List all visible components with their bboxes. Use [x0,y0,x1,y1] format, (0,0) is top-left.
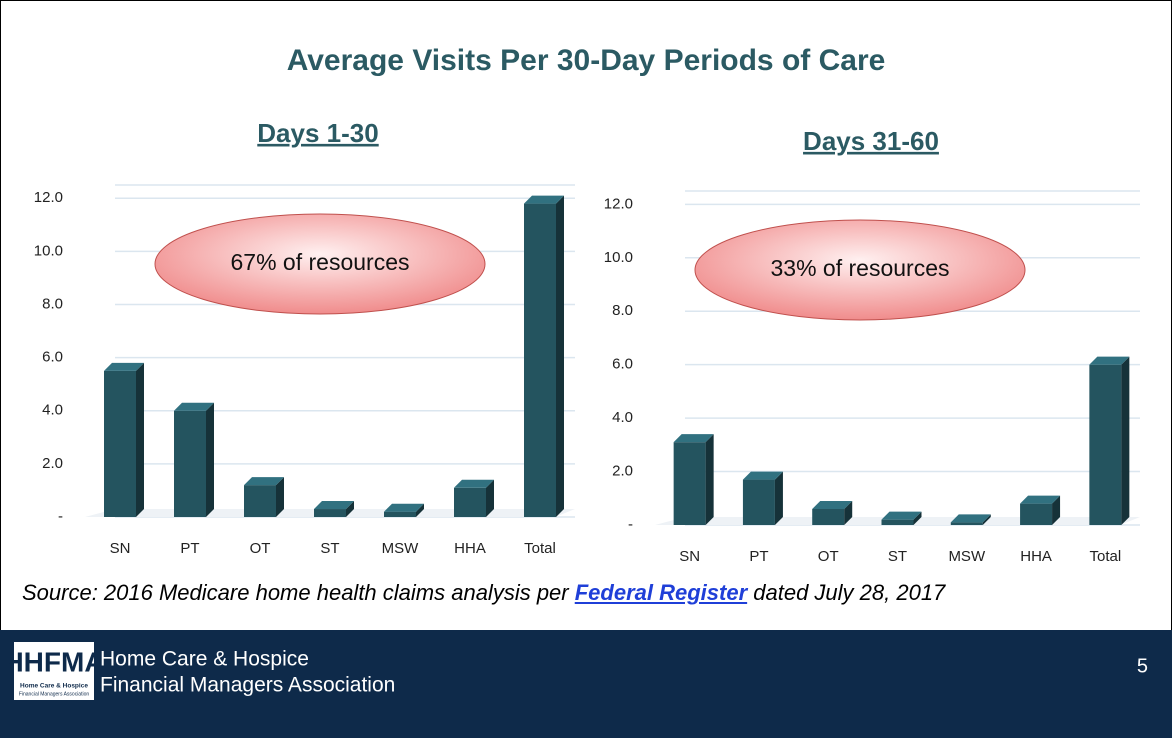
y-tick-label: 8.0 [612,302,633,319]
bar-side [982,514,991,525]
x-tick-label: SN [679,548,700,565]
x-tick-label: ST [320,540,339,557]
logo: HHFMA [3,646,104,677]
y-tick-label: - [628,516,633,533]
x-tick-label: ST [888,548,907,565]
y-tick-label: 6.0 [612,356,633,373]
annotation: 67% of resources [231,249,410,275]
bar-side [276,477,284,517]
bar [742,479,775,525]
annotation-bubble [694,219,1026,321]
x-tick-label: SN [110,540,131,557]
logo-line: Financial Managers Association [19,691,90,697]
bar [314,509,346,517]
x-tick-label: MSW [948,548,986,565]
annotation: 33% of resources [771,255,950,281]
bar-side [556,195,564,518]
page-number: 5 [1137,655,1148,677]
y-tick-label: 4.0 [42,402,63,419]
x-tick-label: OT [818,548,839,565]
chart-title: Days 31-60 [803,126,939,156]
logo-line: Home Care & Hospice [20,683,88,690]
x-tick-label: PT [749,548,768,565]
y-tick-label: 12.0 [604,195,633,212]
y-tick-label: - [58,508,63,525]
bar [1020,503,1053,525]
bar-top [950,514,991,523]
bar [812,508,845,525]
footer-band [0,630,1172,738]
bar [524,203,556,518]
bar [104,370,136,517]
bar-top [524,195,564,204]
bar-side [206,402,214,517]
bar [950,522,983,525]
bar-top [104,362,144,371]
bar-side [913,511,922,525]
source-note: Source: 2016 Medicare home health claims… [22,580,945,606]
x-tick-label: HHA [454,540,486,557]
bar-top [881,511,922,520]
bar [881,519,914,525]
source-text: dated July 28, 2017 [747,580,946,605]
y-tick-label: 2.0 [612,463,633,480]
x-tick-label: HHA [1020,548,1052,565]
bar-side [1121,356,1130,525]
bar-top [244,477,284,486]
chart-title: Days 1-30 [257,118,378,148]
y-tick-label: 10.0 [34,242,63,259]
x-tick-label: Total [1090,548,1122,565]
bar [384,511,416,517]
slide-title: Average Visits Per 30-Day Periods of Car… [287,44,886,77]
y-tick-label: 8.0 [42,295,63,312]
bar-top [1089,356,1130,365]
x-tick-label: OT [250,540,271,557]
bar-side [774,471,783,525]
bar [174,410,206,517]
bar-side [705,434,714,525]
bar-side [486,479,494,517]
bar [1089,364,1122,525]
bar-side [844,500,853,525]
bar-top [314,501,354,510]
y-tick-label: 2.0 [42,455,63,472]
bar-top [384,503,424,512]
bar-top [812,500,853,509]
bar-top [673,434,714,443]
org-name: Home Care & Hospice [100,648,309,671]
y-tick-label: 4.0 [612,409,633,426]
bar-side [416,503,424,517]
x-tick-label: Total [524,540,556,557]
source-text: Source: 2016 Medicare home health claims… [22,580,575,605]
x-tick-label: MSW [382,540,420,557]
logo-box [14,642,94,700]
bar-side [346,501,354,517]
y-tick-label: 10.0 [604,249,633,266]
bar-top [454,479,494,488]
bar [454,487,486,517]
annotation-bubble [154,213,486,315]
x-tick-label: PT [180,540,199,557]
bar-side [136,362,144,517]
bar-top [174,402,214,411]
bar-top [1020,495,1061,504]
bar [244,485,276,517]
y-tick-label: 6.0 [42,349,63,366]
y-tick-label: 12.0 [34,189,63,206]
org-name: Financial Managers Association [100,674,395,697]
bar-side [1052,495,1061,525]
bar-top [742,471,783,480]
source-link[interactable]: Federal Register [574,580,748,605]
bar [673,442,706,525]
